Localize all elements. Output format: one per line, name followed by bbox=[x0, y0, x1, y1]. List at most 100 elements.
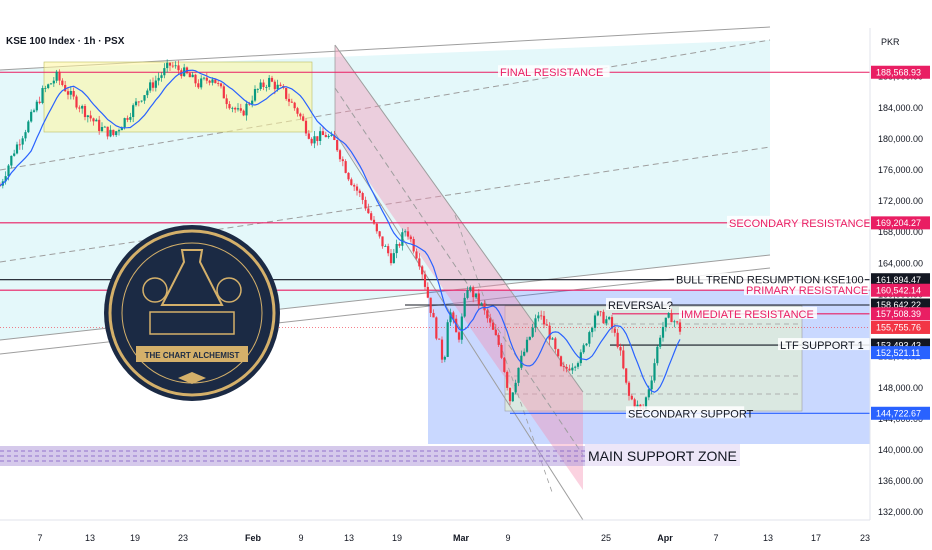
level-label-bg bbox=[727, 215, 865, 228]
candle-body bbox=[537, 315, 540, 319]
candle-body bbox=[98, 119, 101, 131]
candle-body bbox=[307, 133, 310, 139]
x-tick-label: 7 bbox=[37, 533, 42, 543]
candle-body bbox=[330, 134, 333, 136]
candle-body bbox=[353, 185, 356, 187]
candle-body bbox=[4, 176, 7, 182]
candle-body bbox=[290, 101, 293, 103]
candle-body bbox=[542, 315, 546, 325]
price-tag-label: 144,722.67 bbox=[876, 408, 921, 418]
candle-body bbox=[78, 107, 81, 109]
x-tick-label: Feb bbox=[245, 533, 262, 543]
candle-body bbox=[293, 102, 296, 109]
price-tag-label: 157,508.39 bbox=[876, 309, 921, 319]
candle-body bbox=[321, 131, 325, 136]
candle-body bbox=[239, 108, 242, 111]
candle-body bbox=[310, 138, 313, 144]
y-tick-label: 132,000.00 bbox=[878, 507, 923, 517]
candle-body bbox=[143, 95, 146, 101]
candle-body bbox=[10, 155, 13, 166]
candle-body bbox=[398, 244, 401, 246]
candle-body bbox=[217, 83, 220, 84]
candle-body bbox=[576, 363, 580, 367]
time-axis: 7 13 19 23 Feb 9 13 19 Mar 9 25 Apr 7 13 17 23 bbox=[0, 519, 932, 550]
candle-body bbox=[177, 65, 180, 71]
x-tick-label: 7 bbox=[713, 533, 718, 543]
candle-body bbox=[285, 87, 288, 99]
price-tag bbox=[871, 273, 930, 287]
level-label-bg bbox=[744, 283, 869, 296]
candle-body bbox=[678, 322, 682, 332]
candle-body bbox=[276, 84, 279, 90]
candle-body bbox=[123, 118, 126, 128]
price-tag bbox=[871, 216, 930, 230]
candle-body bbox=[256, 88, 259, 90]
y-tick-label: 180,000.00 bbox=[878, 134, 923, 144]
candle-body bbox=[149, 82, 152, 91]
candle-body bbox=[83, 105, 87, 118]
candle-body bbox=[540, 315, 543, 317]
candle-body bbox=[61, 80, 64, 85]
candle-body bbox=[208, 80, 211, 83]
candle-body bbox=[489, 318, 492, 323]
candle-body bbox=[115, 131, 118, 136]
x-tick-label: 9 bbox=[505, 533, 510, 543]
candle-body bbox=[81, 105, 84, 109]
candle-body bbox=[355, 186, 359, 191]
candle-body bbox=[472, 287, 475, 298]
candle-body bbox=[344, 161, 347, 173]
candle-body bbox=[616, 332, 619, 348]
candle-body bbox=[163, 68, 166, 76]
x-tick-label: Apr bbox=[657, 533, 673, 543]
candle-body bbox=[525, 339, 529, 352]
candle-body bbox=[129, 117, 132, 120]
level-label: SECONDARY SUPPORT bbox=[628, 408, 754, 420]
level-label-bg bbox=[679, 306, 817, 319]
price-tag-label: 161,894.47 bbox=[876, 275, 921, 285]
price-tag-label: 152,521.11 bbox=[876, 348, 920, 358]
y-tick-label: 172,000.00 bbox=[878, 196, 923, 206]
level-label: LTF SUPPORT 1 bbox=[780, 340, 864, 352]
price-tag-label: 169,204.27 bbox=[876, 218, 921, 228]
candle-body bbox=[174, 65, 177, 67]
candle-body bbox=[211, 79, 214, 83]
candle-body bbox=[228, 104, 231, 109]
y-tick-label: 176,000.00 bbox=[878, 165, 923, 175]
candle-body bbox=[168, 62, 172, 66]
candle-body bbox=[514, 382, 517, 393]
candle-body bbox=[494, 329, 497, 336]
candle-body bbox=[72, 91, 75, 97]
level-label-bg bbox=[498, 65, 610, 78]
candle-body bbox=[188, 73, 191, 78]
candle-body bbox=[106, 126, 109, 137]
candle-body bbox=[375, 223, 378, 232]
candle-body bbox=[13, 153, 16, 156]
candle-body bbox=[15, 144, 19, 154]
price-tag-label: 158,642.22 bbox=[876, 300, 921, 310]
x-tick-label: Mar bbox=[453, 533, 470, 543]
candle-body bbox=[151, 82, 155, 88]
candle-body bbox=[304, 120, 308, 134]
candle-body bbox=[554, 338, 557, 350]
x-tick-label: 23 bbox=[178, 533, 188, 543]
candle-body bbox=[248, 103, 251, 105]
candle-body bbox=[653, 363, 656, 381]
price-tag-label: 188,568.93 bbox=[876, 67, 921, 77]
candle-body bbox=[327, 135, 330, 138]
candle-body bbox=[134, 101, 138, 106]
candle-body bbox=[673, 321, 676, 323]
candle-body bbox=[409, 236, 412, 240]
candle-body bbox=[627, 382, 631, 396]
candle-body bbox=[120, 127, 123, 131]
main-support-zone bbox=[0, 446, 585, 466]
candle-body bbox=[313, 136, 316, 144]
y-tick-label: 184,000.00 bbox=[878, 103, 923, 113]
candle-body bbox=[64, 84, 67, 92]
candle-body bbox=[647, 389, 650, 398]
candle-body bbox=[214, 79, 217, 84]
currency-label: PKR bbox=[881, 37, 900, 47]
candle-body bbox=[197, 83, 200, 88]
candle-body bbox=[58, 71, 61, 81]
candle-body bbox=[86, 115, 89, 118]
